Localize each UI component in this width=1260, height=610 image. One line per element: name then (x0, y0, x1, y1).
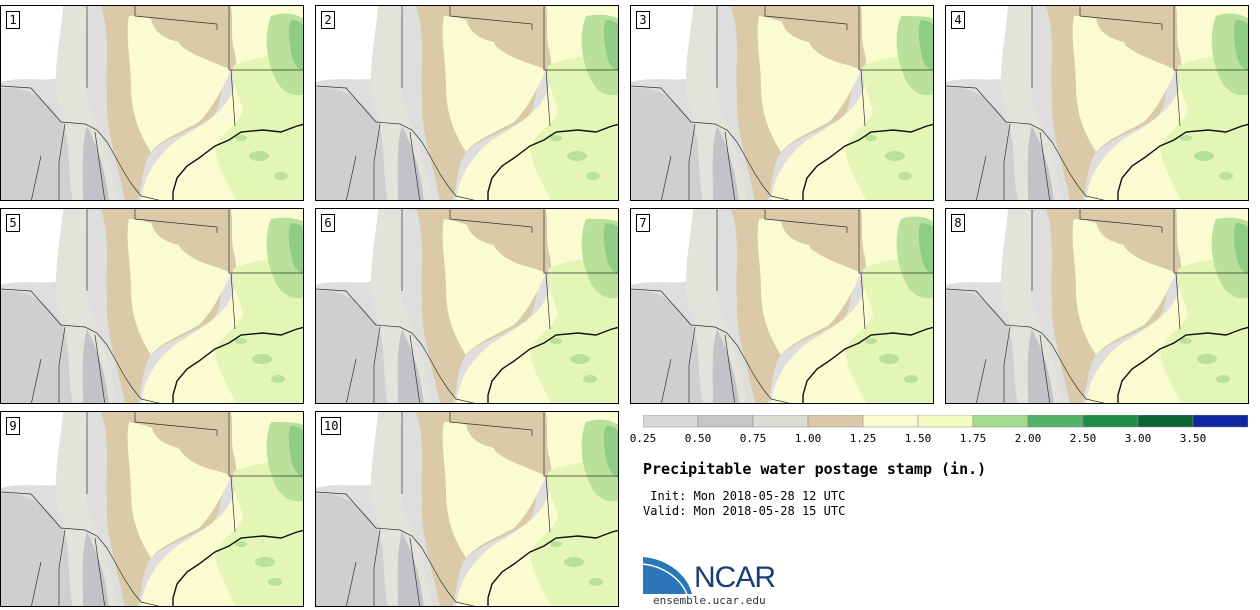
logo-url: ensemble.ucar.edu (653, 594, 766, 607)
colorbar-tick-label: 3.50 (1179, 432, 1207, 445)
precip-water-map (1, 209, 303, 403)
colorbar-segment (643, 415, 699, 428)
precip-water-map (1, 412, 303, 606)
colorbar-tick-label: 1.75 (959, 432, 987, 445)
member-number-label: 6 (321, 214, 335, 232)
colorbar-tick-label: 1.00 (794, 432, 822, 445)
precip-water-map (316, 6, 618, 200)
colorbar-segment (1082, 415, 1139, 428)
member-number-label: 2 (321, 11, 335, 29)
colorbar-tick-label: 0.75 (739, 432, 767, 445)
colorbar-segment (972, 415, 1029, 428)
precip-water-map (316, 412, 618, 606)
chart-title: Precipitable water postage stamp (in.) (643, 460, 987, 478)
colorbar-tick-label: 2.50 (1069, 432, 1097, 445)
member-number-label: 3 (636, 11, 650, 29)
colorbar-segment (1192, 415, 1248, 428)
colorbar-segment (862, 415, 919, 428)
map-panel: 7 (630, 208, 934, 404)
ncar-logo-text: NCAR (694, 561, 776, 594)
map-panel: 4 (945, 5, 1249, 201)
map-panel: 1 (0, 5, 304, 201)
colorbar-segment (1137, 415, 1194, 428)
member-number-label: 1 (6, 11, 20, 29)
precip-water-map (1, 6, 303, 200)
colorbar-segment (1027, 415, 1084, 428)
member-number-label: 4 (951, 11, 965, 29)
colorbar-segment (917, 415, 974, 428)
colorbar-tick-label: 3.00 (1124, 432, 1152, 445)
valid-time: Valid: Mon 2018-05-28 15 UTC (643, 504, 846, 518)
colorbar-tick-label: 1.25 (849, 432, 877, 445)
map-panel: 10 (315, 411, 619, 607)
map-panel: 3 (630, 5, 934, 201)
member-number-label: 9 (6, 417, 20, 435)
precip-water-map (631, 209, 933, 403)
colorbar-segment (697, 415, 754, 428)
colorbar-segment (807, 415, 864, 428)
member-number-label: 7 (636, 214, 650, 232)
map-panel: 2 (315, 5, 619, 201)
member-number-label: 10 (321, 417, 342, 435)
precip-water-map (316, 209, 618, 403)
colorbar-tick-label: 2.00 (1014, 432, 1042, 445)
ncar-logo-icon (642, 555, 694, 595)
precip-water-map (946, 209, 1248, 403)
init-time: Init: Mon 2018-05-28 12 UTC (643, 489, 846, 503)
precip-water-map (631, 6, 933, 200)
member-number-label: 8 (951, 214, 965, 232)
map-panel: 9 (0, 411, 304, 607)
precip-water-map (946, 6, 1248, 200)
colorbar (643, 415, 1248, 428)
colorbar-tick-label: 1.50 (904, 432, 932, 445)
map-panel: 5 (0, 208, 304, 404)
map-panel: 6 (315, 208, 619, 404)
member-number-label: 5 (6, 214, 20, 232)
map-panel: 8 (945, 208, 1249, 404)
colorbar-tick-label: 0.50 (684, 432, 712, 445)
colorbar-tick-label: 0.25 (629, 432, 657, 445)
colorbar-segment (752, 415, 809, 428)
